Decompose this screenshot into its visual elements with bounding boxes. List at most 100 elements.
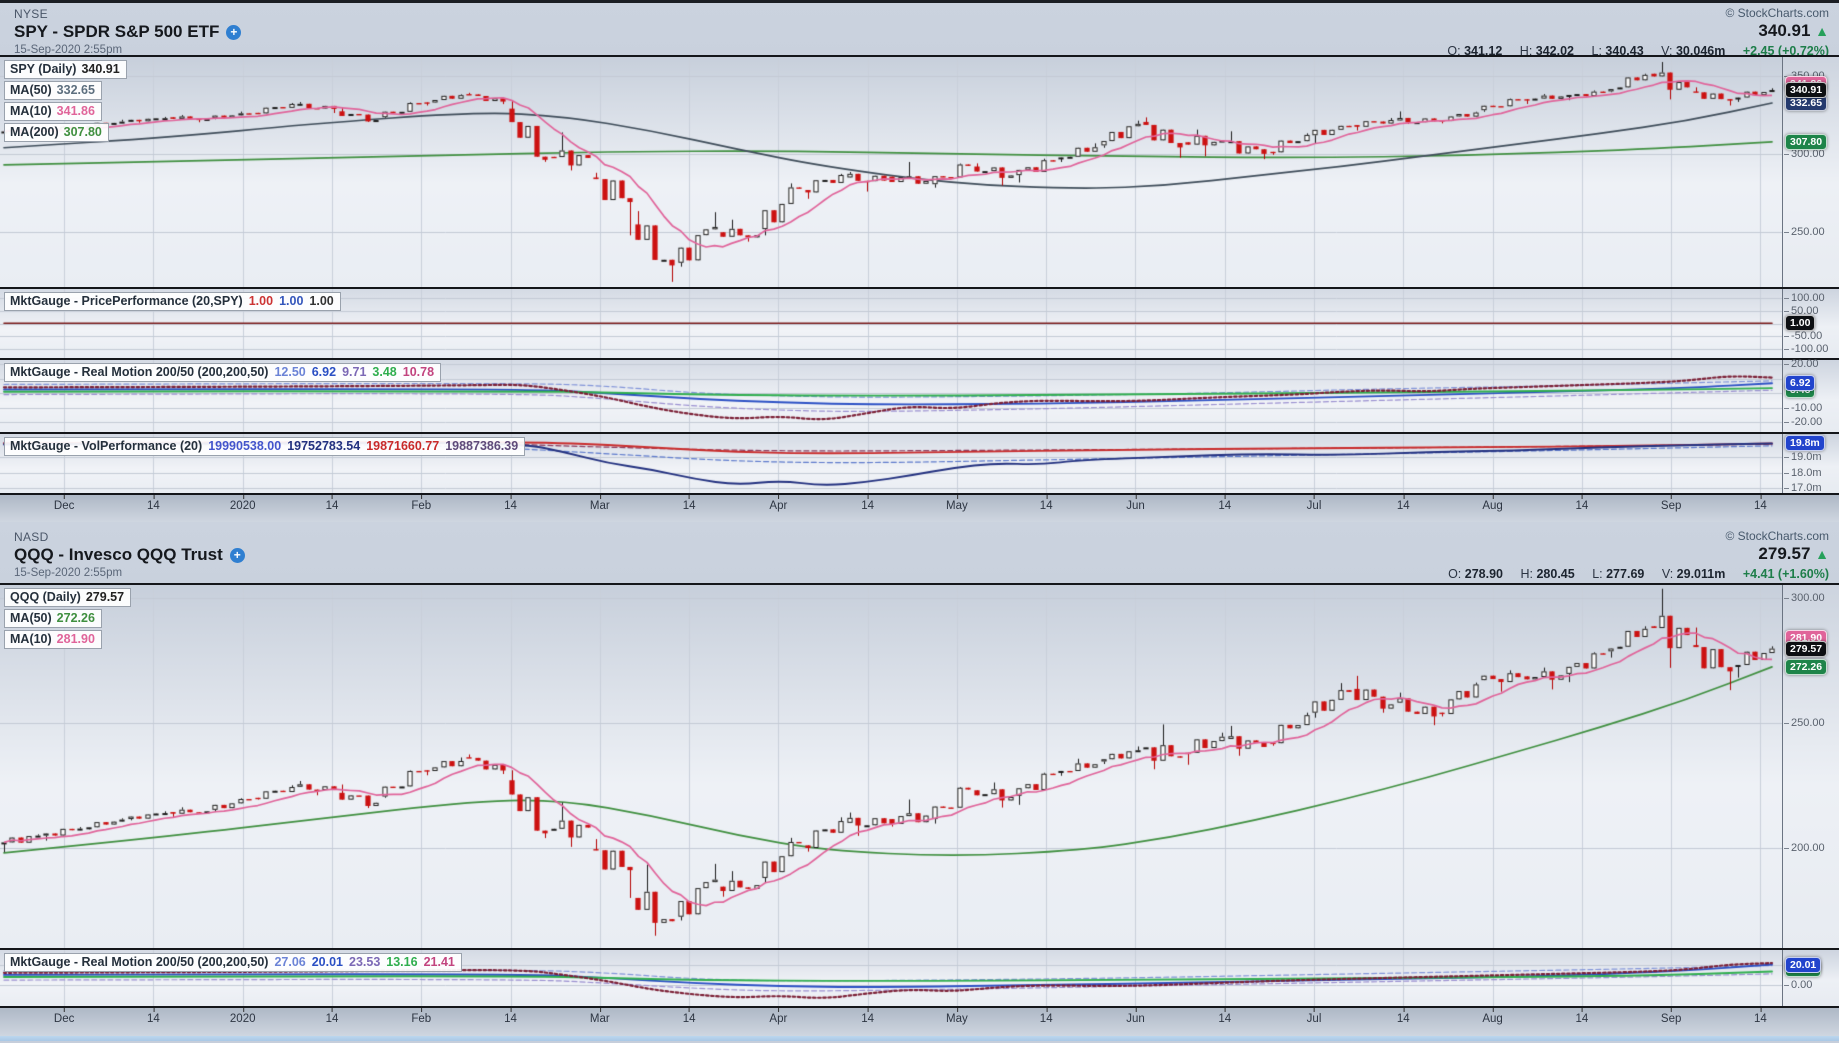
- qqq-realmotion-row: MktGauge - Real Motion 200/50 (200,200,5…: [0, 948, 1839, 1006]
- indicator-value: 6.92: [311, 365, 337, 379]
- axis-tick-label: 250.00: [1784, 226, 1825, 239]
- indicator-title: MktGauge - PricePerformance (20,SPY): [10, 294, 243, 308]
- spy-last-price: 340.91: [1758, 21, 1811, 40]
- spy-high-value: 342.02: [1535, 44, 1575, 58]
- xaxis-label: Feb: [411, 1008, 432, 1025]
- axis-tick-label: -10.00: [1783, 401, 1823, 414]
- spy-volume-value: 30.046m: [1675, 44, 1726, 58]
- spy-price-chart: SPY (Daily) 340.91 MA(50) 332.65 MA(10) 341…: [0, 57, 1782, 287]
- xaxis-label: Jun: [1126, 495, 1145, 512]
- axis-tick-label: 18.0m: [1784, 466, 1822, 479]
- legend-value: 281.90: [56, 632, 95, 646]
- xaxis-label: 14: [1575, 1008, 1589, 1025]
- spy-volperf-legend[interactable]: MktGauge - VolPerformance (20) 19990538.0…: [4, 437, 526, 456]
- xaxis-label: 14: [1039, 1008, 1053, 1025]
- spy-realmotion-legend[interactable]: MktGauge - Real Motion 200/50 (200,200,5…: [4, 363, 442, 382]
- qqq-xaxis[interactable]: Dec 14 2020 14 Feb 14 Mar 14 Apr 14 May 14 Jun 14 Jul 1…: [0, 1006, 1839, 1036]
- spy-open-label: O:: [1447, 44, 1461, 58]
- xaxis-label: Apr: [769, 1008, 788, 1025]
- spy-panel: NYSE SPY - SPDR S&P 500 ETF + 15-Sep-202…: [0, 0, 1839, 522]
- spy-realmotion-chart: MktGauge - Real Motion 200/50 (200,200,5…: [0, 360, 1782, 432]
- indicator-value: 19990538.00: [208, 439, 282, 453]
- axis-tick-label: 0.00: [1783, 979, 1813, 992]
- xaxis-label: Apr: [769, 495, 788, 512]
- spy-legend-symbol[interactable]: SPY (Daily) 340.91: [4, 60, 127, 79]
- axis-tick-label: -20.00: [1783, 415, 1823, 428]
- xaxis-label: 2020: [229, 495, 256, 512]
- indicator-value: 10.78: [402, 365, 435, 379]
- qqq-legend-ma50[interactable]: MA(50) 272.26: [4, 609, 102, 628]
- qqq-high-label: H:: [1520, 567, 1533, 581]
- spy-legend-ma200[interactable]: MA(200) 307.80: [4, 123, 109, 142]
- spy-legend: SPY (Daily) 340.91 MA(50) 332.65 MA(10) 341…: [4, 60, 127, 144]
- xaxis-label: 14: [1039, 495, 1053, 512]
- qqq-price-axis[interactable]: 300.00 250.00 200.00 281.90 279.57 272.26: [1782, 585, 1839, 948]
- axis-price-tag: 340.91: [1785, 81, 1828, 98]
- indicator-value: 9.71: [342, 365, 367, 379]
- spy-volperf-axis[interactable]: 19.0m 18.0m 17.0m 19.8m: [1782, 434, 1839, 495]
- plus-circle-icon[interactable]: +: [229, 547, 245, 563]
- xaxis-label: Sep: [1660, 495, 1682, 512]
- qqq-xaxis-labels: Dec 14 2020 14 Feb 14 Mar 14 Apr 14 May 14 Jun 14 Jul 1…: [0, 1008, 1782, 1036]
- indicator-value: 27.06: [274, 955, 306, 969]
- spy-low-value: 340.43: [1605, 44, 1644, 58]
- xaxis-label: Dec: [53, 495, 75, 512]
- qqq-last-price: 279.57: [1758, 544, 1811, 563]
- spy-high-label: H:: [1519, 44, 1533, 58]
- qqq-legend-ma10[interactable]: MA(10) 281.90: [4, 630, 102, 649]
- xaxis-label: 14: [147, 495, 160, 512]
- qqq-header: NASD QQQ - Invesco QQQ Trust + 15-Sep-20…: [0, 522, 1839, 583]
- axis-tick-label: 300.00: [1784, 591, 1825, 604]
- plus-circle-icon[interactable]: +: [226, 24, 242, 40]
- legend-label: MA(50): [10, 611, 52, 625]
- indicator-value: 1.00: [248, 294, 274, 308]
- stockcharts-branding[interactable]: © StockCharts.com: [1725, 529, 1829, 543]
- stockcharts-branding[interactable]: © StockCharts.com: [1725, 6, 1829, 20]
- xaxis-label: Sep: [1660, 1008, 1682, 1025]
- spy-priceperf-row: MktGauge - PricePerformance (20,SPY) 1.00…: [0, 287, 1839, 358]
- xaxis-label: 14: [325, 1008, 339, 1025]
- spy-priceperf-legend[interactable]: MktGauge - PricePerformance (20,SPY) 1.00…: [4, 292, 341, 311]
- xaxis-label: 14: [682, 1008, 696, 1025]
- spy-volperf-chart: MktGauge - VolPerformance (20) 19990538.0…: [0, 434, 1782, 493]
- xaxis-label: Aug: [1482, 495, 1503, 512]
- axis-price-tag: 20.01: [1785, 956, 1822, 973]
- spy_price-canvas[interactable]: [0, 57, 1782, 287]
- axis-price-tag: 19.8m: [1785, 435, 1825, 452]
- qqq-realmotion-legend[interactable]: MktGauge - Real Motion 200/50 (200,200,5…: [4, 953, 462, 972]
- legend-label: QQQ (Daily): [10, 590, 81, 604]
- qqq-legend-symbol[interactable]: QQQ (Daily) 279.57: [4, 588, 132, 607]
- axis-tick-label: 17.0m: [1784, 482, 1822, 495]
- indicator-value: 21.41: [423, 955, 455, 969]
- spy-change: +2.45 (+0.72%): [1742, 44, 1829, 58]
- axis-tick-label: -50.00: [1783, 330, 1823, 343]
- xaxis-label: 2020: [229, 1008, 256, 1025]
- spy-legend-ma50[interactable]: MA(50) 332.65: [4, 81, 102, 100]
- spy-title: SPY - SPDR S&P 500 ETF: [14, 22, 220, 41]
- spy-priceperf-axis[interactable]: 100.00 50.00 -50.00 -100.00 1.00: [1782, 289, 1839, 358]
- indicator-title: MktGauge - Real Motion 200/50 (200,200,5…: [10, 955, 269, 969]
- qqq-realmotion-axis[interactable]: 0.0013.1620.01: [1782, 950, 1839, 1006]
- top-border: [0, 0, 1839, 3]
- indicator-value: 3.48: [372, 365, 397, 379]
- legend-label: MA(10): [10, 104, 52, 118]
- xaxis-label: Feb: [411, 495, 432, 512]
- qqq-quote-row: O: 278.90 H: 280.45 L: 277.69 V: 29.011m…: [1434, 567, 1829, 581]
- xaxis-label: 14: [147, 1008, 160, 1025]
- indicator-value: 23.53: [349, 955, 381, 969]
- qqq_price-canvas[interactable]: [0, 585, 1782, 948]
- xaxis-label: 14: [1754, 495, 1767, 512]
- indicator-value: 1.00: [279, 294, 304, 308]
- qqq-title: QQQ - Invesco QQQ Trust: [14, 545, 223, 564]
- qqq-header-left: NASD QQQ - Invesco QQQ Trust + 15-Sep-20…: [14, 530, 245, 579]
- axis-price-tag: 272.26: [1785, 658, 1828, 675]
- spy-realmotion-axis[interactable]: 20.00-10.00-20.003.486.92: [1782, 358, 1839, 432]
- qqq-volume-label: V:: [1661, 567, 1674, 581]
- xaxis-label: 14: [1754, 1008, 1767, 1025]
- qqq-price-row: QQQ (Daily) 279.57 MA(50) 272.26 MA(10) 281…: [0, 583, 1839, 948]
- spy-legend-ma10[interactable]: MA(10) 341.86: [4, 102, 102, 121]
- qqq-change: +4.41 (+1.60%): [1742, 567, 1829, 581]
- spy-xaxis[interactable]: Dec 14 2020 14 Feb 14 Mar 14 Apr 14 May 14 Jun 14 Jul 1…: [0, 493, 1839, 522]
- axis-tick-label: -100.00: [1783, 343, 1829, 356]
- spy-price-axis[interactable]: 350.00300.00250.00341.86332.65340.91307.…: [1782, 57, 1839, 287]
